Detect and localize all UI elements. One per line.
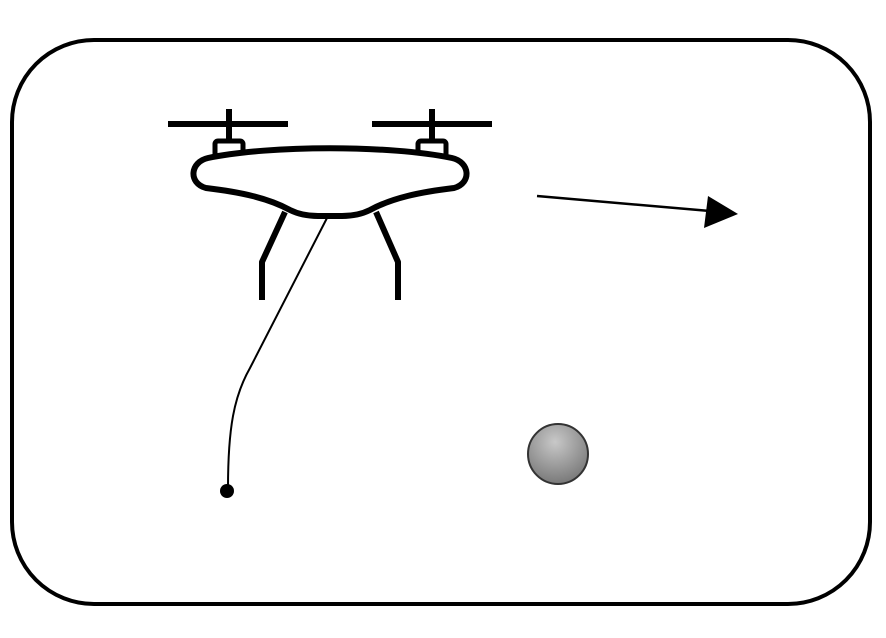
tether-line [227,217,328,489]
rounded-frame [10,38,872,606]
arrow-right-icon [536,194,738,228]
drone-left-leg [259,210,288,300]
drone-right-leg [373,210,401,300]
drone-body [190,145,470,219]
drone-icon [168,109,492,300]
anchor-point [220,484,234,498]
gray-ball [527,423,589,485]
